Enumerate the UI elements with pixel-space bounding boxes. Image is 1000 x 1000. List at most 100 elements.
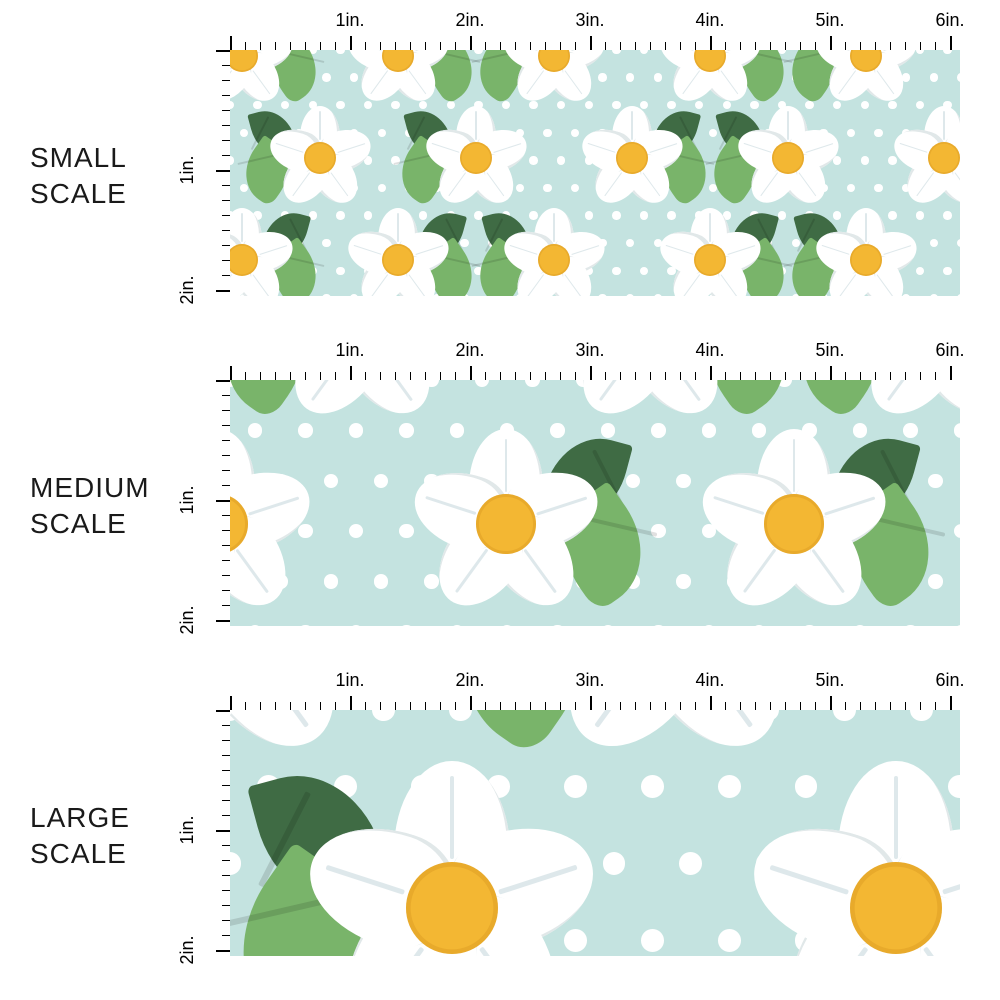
tick-minor <box>222 575 230 576</box>
tick-major <box>216 710 230 712</box>
polka-dot <box>322 239 330 247</box>
flower <box>503 209 605 296</box>
tick-minor <box>650 702 651 710</box>
polka-dot <box>543 129 551 137</box>
polka-dot <box>374 474 388 488</box>
scale-label-large: LARGESCALE <box>30 800 130 873</box>
tick-major <box>216 620 230 622</box>
tick-major <box>830 36 832 50</box>
tick-minor <box>222 770 230 771</box>
polka-dot <box>930 73 938 81</box>
tick-minor <box>222 530 230 531</box>
scale-label-small: SMALLSCALE <box>30 140 127 213</box>
polka-dot <box>399 423 413 437</box>
scale-label-line2: SCALE <box>30 176 127 212</box>
tick-minor <box>530 372 531 380</box>
tick-minor <box>770 372 771 380</box>
polka-dot <box>349 423 363 437</box>
tick-minor <box>725 372 726 380</box>
tick-minor <box>800 702 801 710</box>
tick-minor <box>635 42 636 50</box>
tick-minor <box>560 702 561 710</box>
tick-minor <box>515 42 516 50</box>
tick-minor <box>320 372 321 380</box>
ruler-top: 1in.2in.3in.4in.5in.6in. <box>230 670 960 710</box>
panel-small: SMALLSCALE1in.2in.3in.4in.5in.6in.1in.2i… <box>0 10 1000 296</box>
polka-dot <box>702 625 716 626</box>
tick-major <box>230 36 232 50</box>
tick-minor <box>635 702 636 710</box>
polka-dot <box>550 625 564 626</box>
tick-minor <box>575 372 576 380</box>
tick-minor <box>275 372 276 380</box>
flower <box>347 209 449 296</box>
polka-dot <box>943 50 951 54</box>
tick-major <box>950 366 952 380</box>
tick-minor <box>680 702 681 710</box>
tick-major <box>470 366 472 380</box>
polka-dot <box>240 129 248 137</box>
polka-dot <box>336 267 344 275</box>
flower <box>659 209 761 296</box>
polka-dot <box>399 625 413 626</box>
tick-minor <box>222 395 230 396</box>
polka-dot <box>640 267 648 275</box>
polka-dot <box>571 184 579 192</box>
polka-dot <box>460 239 468 247</box>
tick-minor <box>515 702 516 710</box>
ruler-left: 1in.2in. <box>190 50 230 296</box>
polka-dot <box>474 50 482 54</box>
ruler-label-h: 1in. <box>335 670 364 691</box>
tick-minor <box>222 740 230 741</box>
flower <box>269 380 455 425</box>
tick-minor <box>740 372 741 380</box>
tick-minor <box>245 42 246 50</box>
tick-minor <box>222 590 230 591</box>
tick-minor <box>755 372 756 380</box>
polka-dot <box>943 211 951 219</box>
tick-minor <box>410 702 411 710</box>
tick-minor <box>222 260 230 261</box>
tick-minor <box>620 702 621 710</box>
ruler-label-h: 4in. <box>695 340 724 361</box>
tick-minor <box>770 42 771 50</box>
polka-dot <box>718 929 741 952</box>
tick-minor <box>680 42 681 50</box>
scale-label-line2: SCALE <box>30 506 150 542</box>
polka-dot <box>651 625 665 626</box>
ruler-label-v: 2in. <box>177 275 198 304</box>
tick-minor <box>245 702 246 710</box>
polka-dot <box>676 474 690 488</box>
tick-minor <box>305 702 306 710</box>
tick-minor <box>335 42 336 50</box>
polka-dot <box>802 625 816 626</box>
tick-minor <box>222 215 230 216</box>
ruler-label-h: 1in. <box>335 340 364 361</box>
tick-minor <box>575 702 576 710</box>
polka-dot <box>903 423 917 437</box>
polka-dot <box>378 129 386 137</box>
tick-minor <box>222 815 230 816</box>
ruler-label-v: 1in. <box>177 485 198 514</box>
tick-minor <box>305 372 306 380</box>
tick-minor <box>335 372 336 380</box>
polka-dot <box>954 524 960 538</box>
polka-dot <box>640 50 648 54</box>
polka-dot <box>324 474 338 488</box>
tick-minor <box>320 702 321 710</box>
tick-minor <box>575 42 576 50</box>
tick-major <box>216 950 230 952</box>
tick-minor <box>455 42 456 50</box>
ruler-label-h: 1in. <box>335 10 364 31</box>
tick-minor <box>222 470 230 471</box>
swatch-wrapper-large: 1in.2in.3in.4in.5in.6in.1in.2in. <box>230 670 960 956</box>
polka-dot <box>928 574 942 588</box>
tick-major <box>950 696 952 710</box>
flower <box>815 50 917 107</box>
polka-dot <box>543 184 551 192</box>
tick-minor <box>785 372 786 380</box>
polka-dot <box>916 50 924 54</box>
tick-minor <box>365 702 366 710</box>
polka-dot <box>557 156 565 164</box>
polka-dot <box>230 852 241 875</box>
